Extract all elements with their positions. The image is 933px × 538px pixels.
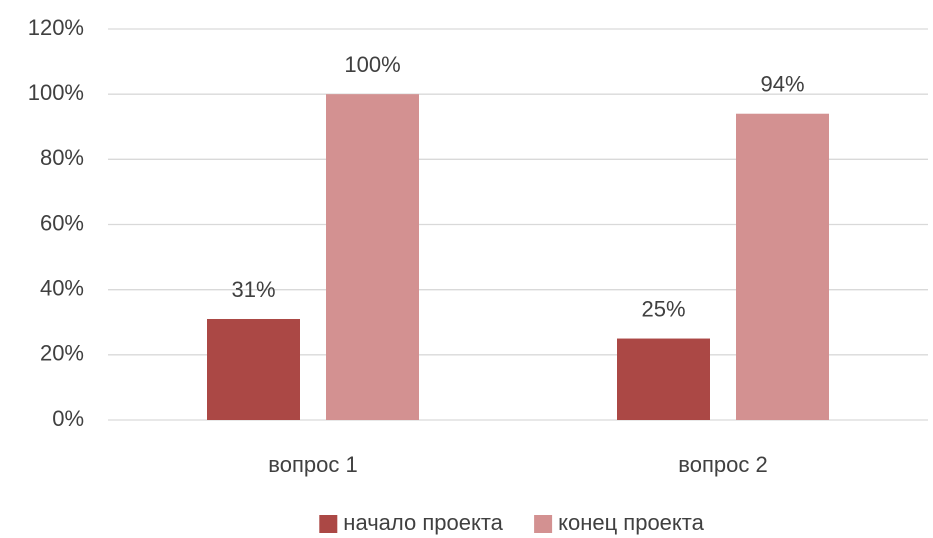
x-tick-label: вопрос 1 [268,452,357,477]
bar [207,318,300,420]
y-tick-label: 20% [40,341,84,366]
legend-swatch [319,515,338,533]
bar [326,94,419,421]
y-tick-label: 80% [40,145,84,170]
y-tick-label: 120% [28,15,84,40]
y-tick-label: 0% [52,406,84,431]
data-label: 100% [344,52,400,77]
bar [736,113,829,420]
data-label: 31% [231,277,275,302]
legend-swatch [534,515,553,533]
legend-label: конец проекта [558,510,705,535]
data-label: 94% [760,72,804,97]
x-tick-label: вопрос 2 [678,452,767,477]
bar [617,338,710,420]
y-tick-label: 60% [40,210,84,235]
y-tick-label: 40% [40,275,84,300]
data-label: 25% [641,296,685,321]
legend-label: начало проекта [343,510,503,535]
y-tick-label: 100% [28,80,84,105]
